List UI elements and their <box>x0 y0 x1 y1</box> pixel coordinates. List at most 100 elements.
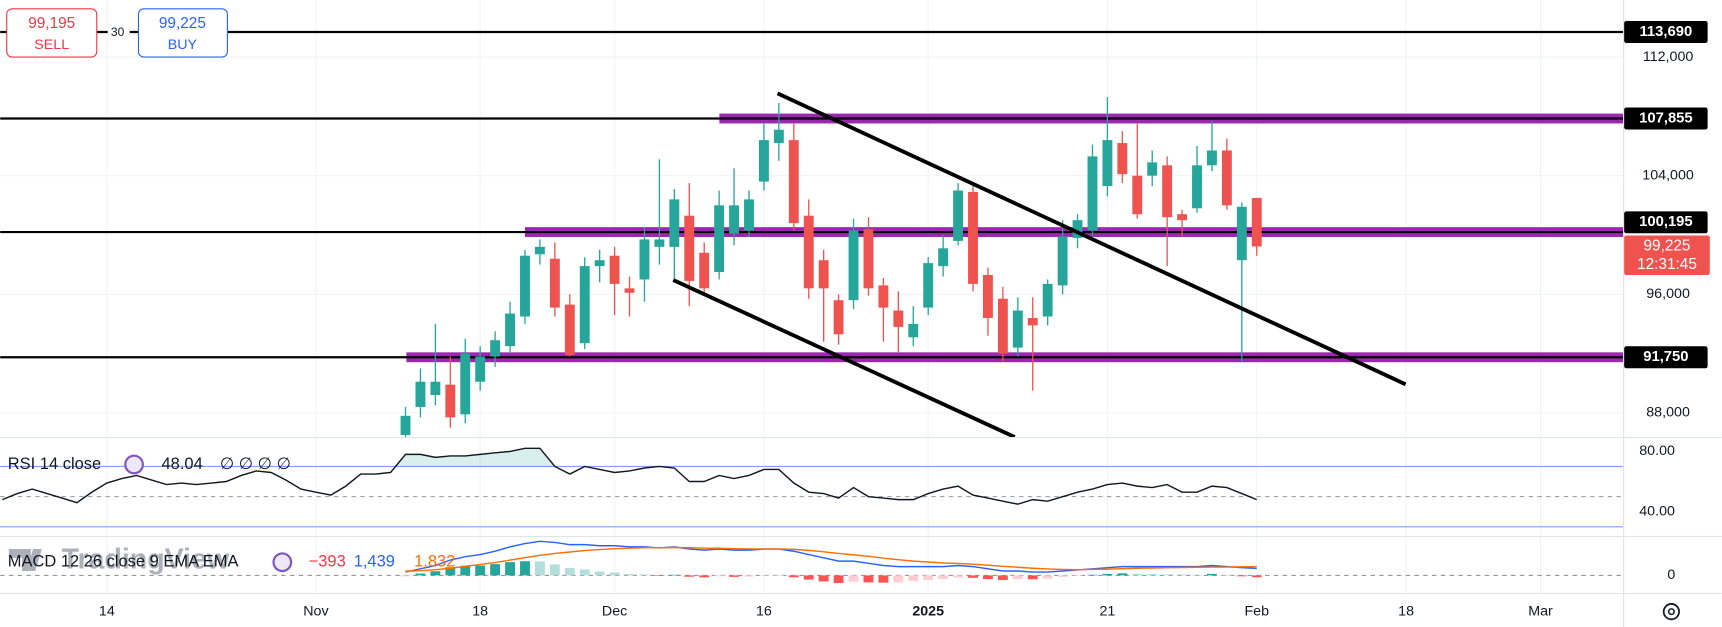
histogram-bar <box>475 565 486 576</box>
candle-body <box>579 266 590 344</box>
drawings <box>672 91 1407 438</box>
macd-readout: 1,439 <box>354 553 395 571</box>
histogram-bar <box>744 575 754 577</box>
candle-body <box>938 248 949 267</box>
candle-body <box>803 215 814 289</box>
histogram-bar <box>460 565 471 576</box>
histogram-bar <box>534 561 545 576</box>
candle-body <box>744 199 754 231</box>
candle-body <box>684 215 695 281</box>
histogram-bar <box>1132 573 1143 576</box>
candle-body <box>878 285 889 308</box>
candle-body <box>818 260 829 289</box>
watermark-logo <box>8 549 42 571</box>
macd-line <box>405 546 1257 572</box>
histogram-bar <box>982 575 993 580</box>
candle-body <box>564 304 575 356</box>
x-tick-label: 16 <box>756 603 772 619</box>
sell-label: SELL <box>34 37 69 53</box>
level-label: 91,750 <box>1643 349 1688 365</box>
x-tick-label: Feb <box>1244 603 1269 619</box>
histogram-bar <box>594 571 605 576</box>
level-label: 113,690 <box>1640 24 1693 40</box>
candle-body <box>594 260 605 267</box>
candle-body <box>699 252 710 289</box>
histogram-bar <box>863 575 874 583</box>
histogram-bar <box>445 567 456 576</box>
macd-line <box>405 540 1257 573</box>
settings-icon[interactable] <box>272 552 293 573</box>
gear-icon[interactable] <box>1662 603 1680 621</box>
buy-price: 99,225 <box>159 15 206 32</box>
sell-button[interactable] <box>6 8 98 58</box>
watermark: TradingView <box>8 544 230 576</box>
x-tick-label: 18 <box>472 603 488 619</box>
histogram-bar <box>654 575 665 576</box>
histogram-bar <box>878 575 889 583</box>
candle-body <box>968 191 978 284</box>
level-label: 100,195 <box>1639 214 1693 230</box>
trade-panel: 99,195 SELL 30 99,225 BUY <box>6 8 228 58</box>
buy-button[interactable] <box>137 8 228 58</box>
candle-body <box>788 140 799 224</box>
settings-gear[interactable] <box>1662 603 1680 621</box>
candle-body <box>475 356 486 382</box>
histogram-bar <box>490 564 501 576</box>
candle-body <box>923 263 934 308</box>
signal-readout: 1,832 <box>414 553 455 571</box>
gear-center <box>1667 608 1675 616</box>
candle-body <box>609 255 620 284</box>
histogram-bar <box>1251 575 1262 578</box>
rsi-tick-label: 80.00 <box>1639 443 1675 459</box>
buy-label: BUY <box>168 37 198 53</box>
histogram-bar <box>848 575 859 582</box>
candle-body <box>953 190 964 241</box>
y-tick-label: 112,000 <box>1643 49 1694 65</box>
histogram-bar <box>997 575 1008 581</box>
histogram-bar <box>788 575 799 578</box>
axes: 14 Nov 18 Dec 16 2025 21 Feb 18 Mar 112,000 104,000… <box>99 21 1710 619</box>
histogram-bar <box>669 574 680 576</box>
rsi-line <box>2 447 1258 505</box>
histogram-bar <box>758 575 769 576</box>
histogram-bar <box>1027 575 1038 580</box>
x-tick-label: 2025 <box>912 603 944 619</box>
histogram-bar <box>729 575 740 577</box>
macd-tick-label: 0 <box>1667 567 1675 583</box>
settings-icon[interactable] <box>124 454 144 475</box>
rsi-pane <box>0 447 1624 528</box>
macd-title: MACD 12 26 close 9 EMA EMA <box>8 553 239 571</box>
candle-body <box>549 258 560 308</box>
x-tick-label: Mar <box>1528 603 1553 619</box>
candle-body <box>758 140 769 182</box>
histogram-bar <box>579 569 590 576</box>
candle-body <box>1087 156 1098 231</box>
histogram-bar <box>684 575 695 577</box>
candle-body <box>430 381 441 396</box>
histogram-bar <box>953 575 964 578</box>
candle-body <box>400 415 411 436</box>
histogram-bar <box>505 562 515 576</box>
histogram-bar <box>624 574 635 576</box>
candle-body <box>1207 150 1217 166</box>
candle-body <box>1132 175 1143 215</box>
candle-body <box>1117 143 1128 175</box>
candle-body <box>863 229 874 289</box>
x-tick-label: 21 <box>1099 603 1115 619</box>
candle-body <box>1027 317 1038 326</box>
watermark-text: TradingView <box>62 544 230 576</box>
candle-body <box>520 255 530 317</box>
candle-body <box>729 205 740 234</box>
level-label-bg <box>1624 107 1708 130</box>
candle-body <box>460 353 471 415</box>
candle-body <box>833 300 844 335</box>
candle-body <box>669 199 680 247</box>
candle-body <box>773 129 784 144</box>
candle-body <box>415 381 426 407</box>
histogram-bar <box>1087 574 1098 576</box>
histogram-bar <box>1236 575 1247 577</box>
histogram-bar <box>1102 573 1113 576</box>
candle-body <box>1162 165 1173 218</box>
candle-body <box>1042 283 1053 317</box>
